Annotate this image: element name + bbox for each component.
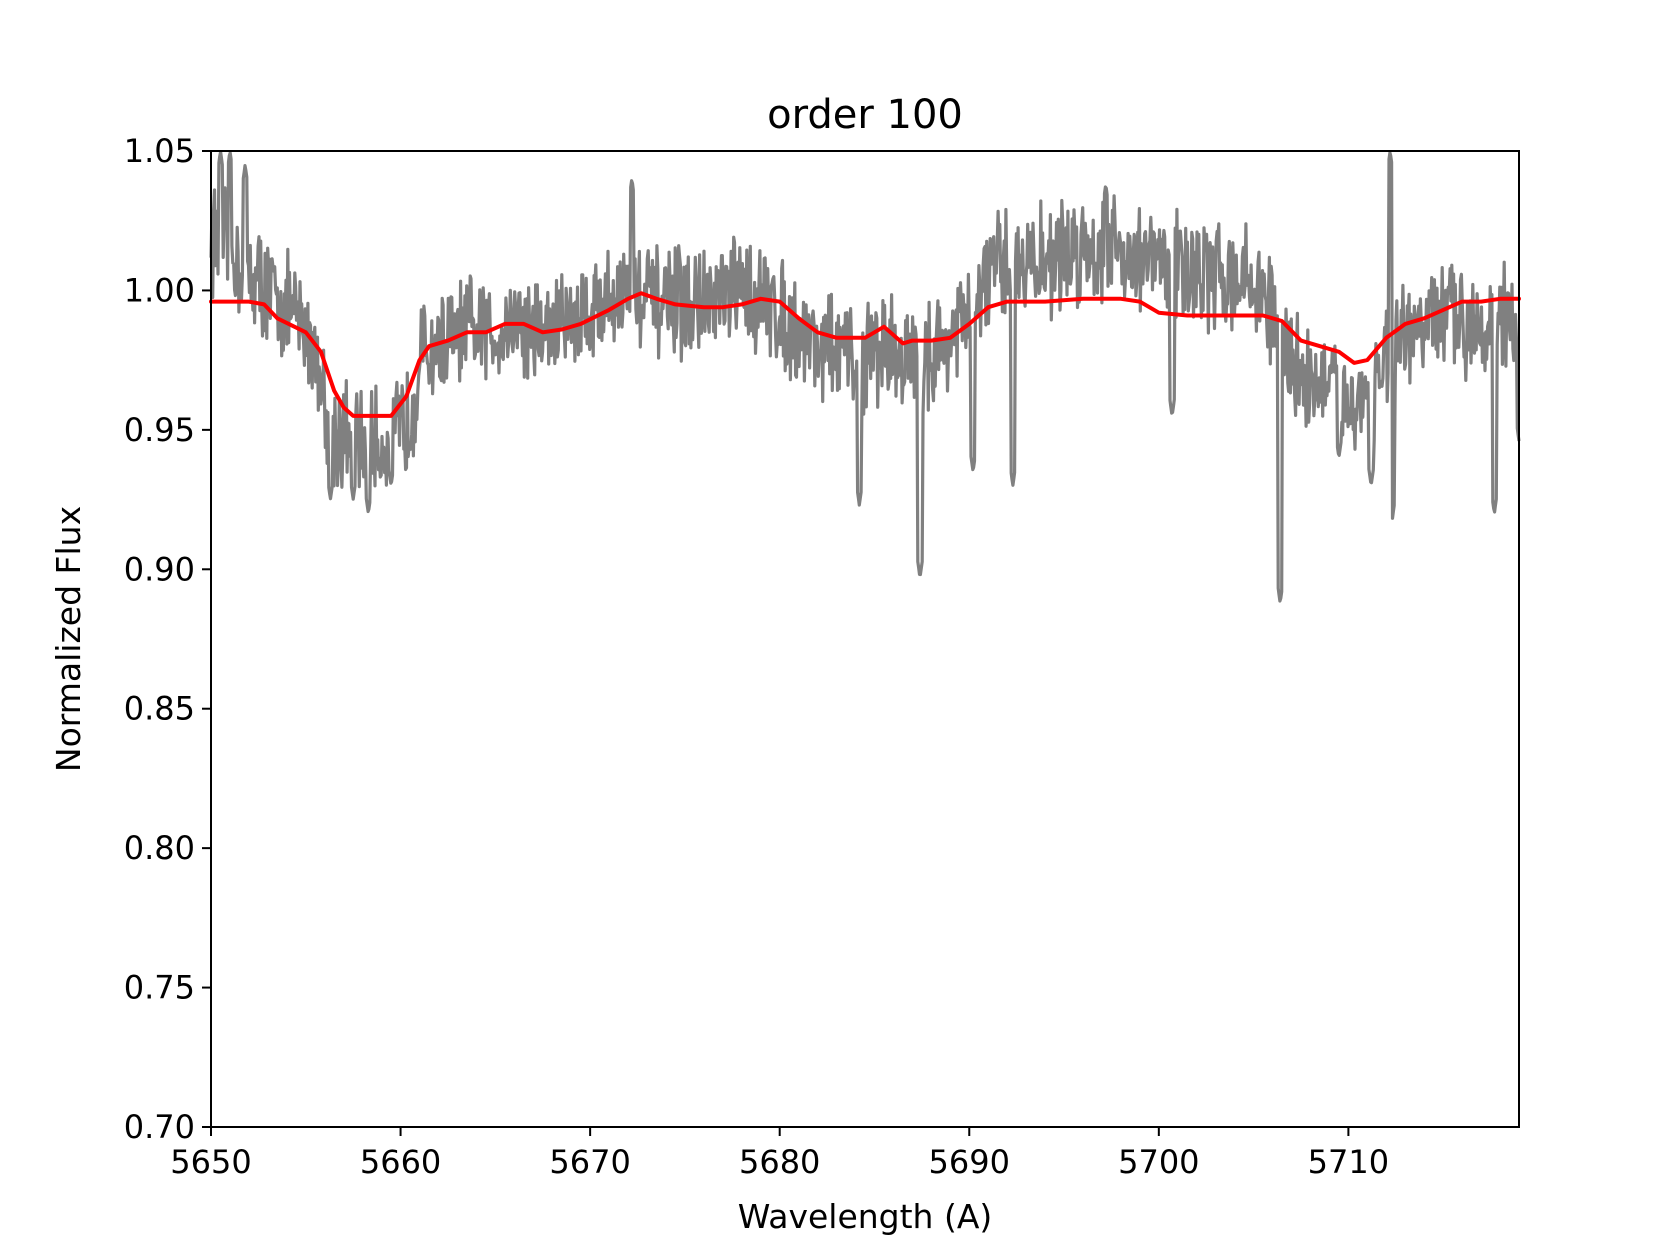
- y-tick-label: 1.00: [124, 271, 195, 309]
- y-tick-label: 0.70: [124, 1108, 195, 1146]
- x-tick-label: 5650: [170, 1143, 251, 1181]
- series-layer: [209, 150, 1521, 603]
- x-tick-label: 5660: [360, 1143, 441, 1181]
- y-tick-label: 1.05: [124, 132, 195, 170]
- y-axis-label: Normalized Flux: [49, 506, 88, 772]
- x-tick-label: 5670: [549, 1143, 630, 1181]
- x-axis: 5650 5660 5670 5680 5690 5700 5710: [170, 1127, 1389, 1181]
- observed-spectrum-line: [209, 150, 1521, 603]
- x-tick-label: 5700: [1118, 1143, 1199, 1181]
- y-tick-label: 0.75: [124, 969, 195, 1007]
- x-axis-label: Wavelength (A): [738, 1197, 993, 1236]
- y-axis: 0.70 0.75 0.80 0.85 0.90 0.95 1.00 1.05: [124, 132, 211, 1146]
- plot-frame: [210, 150, 1520, 1128]
- model-fit-line: [209, 291, 1521, 418]
- x-tick-label: 5690: [929, 1143, 1010, 1181]
- x-tick-label: 5680: [739, 1143, 820, 1181]
- chart-title: order 100: [767, 92, 963, 138]
- y-tick-label: 0.90: [124, 550, 195, 588]
- y-tick-label: 0.85: [124, 690, 195, 728]
- y-tick-label: 0.95: [124, 411, 195, 449]
- x-tick-label: 5710: [1308, 1143, 1389, 1181]
- y-tick-label: 0.80: [124, 829, 195, 867]
